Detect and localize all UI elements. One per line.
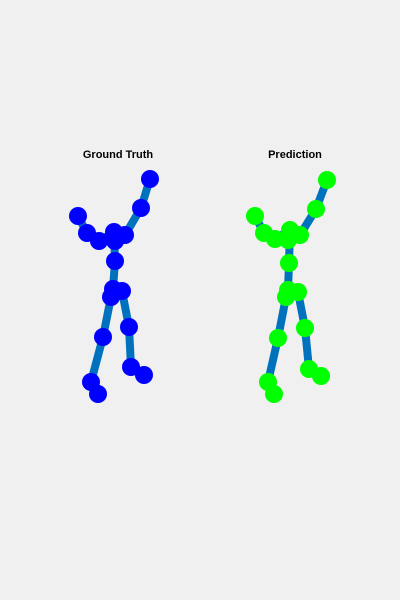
joint-rknee: [120, 318, 138, 336]
joint-spine: [106, 252, 124, 270]
joint-rfoot: [135, 366, 153, 384]
joint-spine: [280, 254, 298, 272]
prediction-title: Prediction: [268, 149, 322, 161]
joint-lhand: [69, 207, 87, 225]
joint-lelbow: [255, 224, 273, 242]
joint-head: [141, 170, 159, 188]
joint-lfoot: [265, 385, 283, 403]
ground-truth-panel: Ground Truth: [43, 145, 193, 415]
joint-rknee: [296, 319, 314, 337]
joint-lhip: [102, 288, 120, 306]
prediction-panel: Prediction: [220, 145, 370, 415]
joint-lelbow: [78, 224, 96, 242]
joint-lknee: [269, 329, 287, 347]
joint-rhand: [132, 199, 150, 217]
joint-lhand: [246, 207, 264, 225]
prediction-skeleton: [246, 171, 336, 403]
joint-lhip: [277, 288, 295, 306]
joint-rfoot: [312, 367, 330, 385]
joint-lfoot: [89, 385, 107, 403]
joint-neck: [105, 223, 123, 241]
joint-lknee: [94, 328, 112, 346]
ground-truth-title: Ground Truth: [82, 149, 154, 161]
ground-truth-skeleton: [69, 170, 159, 403]
joint-neck: [281, 221, 299, 239]
joint-rankle: [122, 358, 140, 376]
joint-rhand: [307, 200, 325, 218]
joint-head: [318, 171, 336, 189]
